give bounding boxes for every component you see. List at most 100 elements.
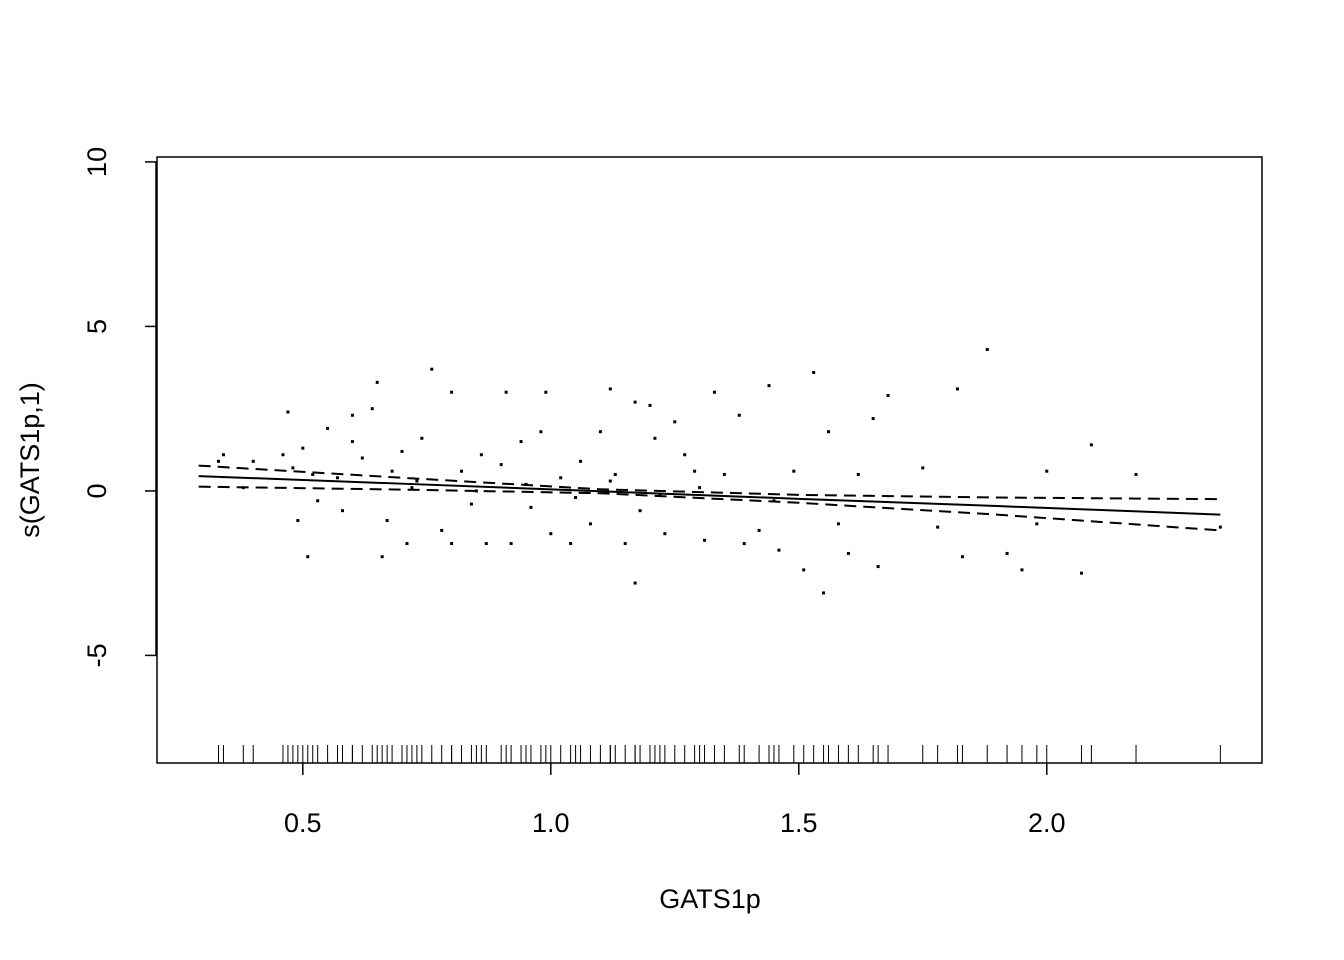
residual-point	[792, 469, 796, 473]
residual-point	[886, 394, 890, 398]
residual-point	[559, 476, 563, 480]
residual-point	[316, 499, 320, 503]
residual-point	[450, 390, 454, 394]
residual-point	[871, 417, 875, 421]
residual-point	[301, 446, 305, 450]
residual-point	[613, 472, 617, 476]
x-axis-label: GATS1p	[659, 884, 761, 914]
residual-point	[549, 532, 553, 536]
residual-point	[479, 453, 483, 457]
residual-point	[221, 453, 225, 457]
residual-point	[380, 555, 384, 559]
residual-point	[499, 463, 503, 467]
x-tick-label: 1.0	[532, 808, 570, 838]
residual-point	[703, 538, 707, 542]
residual-point	[921, 466, 925, 470]
y-tick-label: 5	[82, 319, 112, 334]
residual-point	[410, 486, 414, 490]
residual-point	[767, 384, 771, 388]
residual-point	[519, 440, 523, 444]
residual-point	[1218, 525, 1222, 529]
residual-point	[638, 509, 642, 513]
residual-point	[529, 505, 533, 509]
residual-point	[960, 555, 964, 559]
residual-point	[777, 548, 781, 552]
confidence-band	[198, 485, 1221, 532]
residual-point	[683, 453, 687, 457]
confidence-band	[198, 464, 1221, 501]
residual-point	[608, 479, 612, 483]
residual-point	[876, 565, 880, 569]
residual-point	[822, 591, 826, 595]
residual-point	[653, 436, 657, 440]
residual-point	[802, 568, 806, 572]
residual-point	[469, 502, 473, 506]
residual-point	[936, 525, 940, 529]
residual-point	[360, 456, 364, 460]
residual-point	[509, 542, 513, 546]
residual-point	[742, 542, 746, 546]
residual-point	[737, 413, 741, 417]
smooth-line	[198, 475, 1221, 516]
residual-point	[350, 413, 354, 417]
residual-point	[375, 380, 379, 384]
residual-point	[216, 459, 220, 463]
residual-point	[390, 469, 394, 473]
residual-point	[296, 519, 300, 523]
residual-point	[251, 459, 255, 463]
residual-point	[633, 400, 637, 404]
residual-point	[1035, 522, 1039, 526]
residual-point	[385, 519, 389, 523]
residual-point	[450, 542, 454, 546]
x-tick-label: 1.5	[780, 808, 818, 838]
residual-point	[306, 555, 310, 559]
residual-point	[1020, 568, 1024, 572]
residual-point	[673, 420, 677, 424]
residual-point	[955, 387, 959, 391]
residual-point	[1134, 472, 1138, 476]
residual-point	[836, 522, 840, 526]
y-tick-label: 10	[82, 147, 112, 177]
residual-point	[598, 430, 602, 434]
residual-point	[539, 430, 543, 434]
residual-point	[405, 542, 409, 546]
residual-point	[350, 440, 354, 444]
residual-point	[420, 436, 424, 440]
residual-point	[827, 430, 831, 434]
residual-point	[281, 453, 285, 457]
residual-point	[544, 390, 548, 394]
residual-point	[579, 459, 583, 463]
residual-point	[340, 509, 344, 513]
plot-frame	[156, 156, 1263, 764]
y-tick-label: 0	[82, 483, 112, 498]
residual-point	[291, 466, 295, 470]
residual-point	[846, 551, 850, 555]
residual-point	[633, 581, 637, 585]
residual-point	[415, 479, 419, 483]
residual-point	[400, 449, 404, 453]
residual-point	[663, 532, 667, 536]
residual-point	[985, 347, 989, 351]
residual-point	[712, 390, 716, 394]
residual-point	[856, 472, 860, 476]
residual-point	[648, 403, 652, 407]
residual-point	[1079, 571, 1083, 575]
residual-point	[326, 426, 330, 430]
residual-point	[1089, 443, 1093, 447]
residual-point	[569, 542, 573, 546]
residual-point	[623, 542, 627, 546]
x-tick-label: 2.0	[1028, 808, 1066, 838]
residual-point	[588, 522, 592, 526]
residual-point	[698, 486, 702, 490]
residual-point	[757, 528, 761, 532]
y-axis-label: s(GATS1p,1)	[15, 382, 45, 538]
residual-point	[311, 472, 315, 476]
residual-point	[574, 496, 578, 500]
residual-point	[286, 410, 290, 414]
residual-point	[484, 542, 488, 546]
residual-point	[504, 390, 508, 394]
residual-point	[460, 469, 464, 473]
residual-point	[722, 472, 726, 476]
residual-point	[430, 367, 434, 371]
